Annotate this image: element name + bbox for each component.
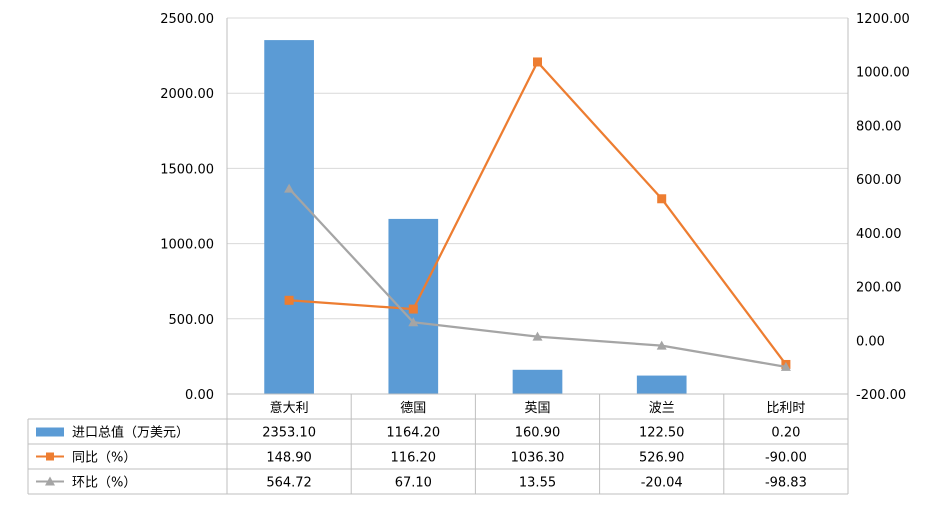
point-marker [533,57,542,67]
bar [264,40,314,395]
y-left-tick-label: 500.00 [169,313,215,328]
table-value: 1164.20 [386,426,440,441]
y-right-tick-label: 600.00 [856,173,902,188]
y-right-tick-label: 1000.00 [856,66,910,81]
x-category-label: 德国 [400,401,426,416]
table-value: 564.72 [266,476,312,491]
x-category-label: 比利时 [766,401,805,416]
table-value: 2353.10 [262,426,316,441]
legend-key-marker [46,452,54,461]
table-value: 116.20 [391,451,437,466]
table-value: 122.50 [639,426,685,441]
axes: 0.00 500.00 1000.00 1500.00 2000.00 2500.00 -2… [160,12,910,403]
legend-key-marker [45,476,55,486]
table-value: 160.90 [515,426,561,441]
x-category-label: 英国 [524,401,550,416]
y-right-tick-label: -200.00 [856,388,906,403]
table-value: 0.20 [771,426,800,441]
legend-label: 环比（%） [72,476,136,491]
y-right-tick-label: 200.00 [856,281,902,296]
x-category-label: 波兰 [649,401,675,416]
y-left-tick-label: 1500.00 [160,162,214,177]
legend-key-bar [36,427,64,437]
y-left-tick-label: 0.00 [185,388,214,403]
table-value: 1036.30 [511,451,565,466]
point-marker [656,340,667,350]
table-value: 526.90 [639,451,685,466]
y-left-tick-label: 2000.00 [160,87,214,102]
point-marker [780,361,791,371]
line-series [284,57,791,371]
table-value: 67.10 [395,476,432,491]
legend-label: 同比（%） [72,451,136,466]
bar [636,375,687,394]
point-marker [532,331,543,341]
y-left-tick-label: 1000.00 [160,238,214,253]
table-value: -98.83 [765,476,807,491]
table-value: -90.00 [765,451,807,466]
table-value: 148.90 [266,451,312,466]
bar [512,369,563,394]
table-value: -20.04 [641,476,683,491]
x-category-label: 意大利 [270,400,309,416]
y-left-tick-label: 2500.00 [160,12,214,27]
point-marker [408,317,419,327]
legend-label: 进口总值（万美元） [72,425,189,441]
y-right-tick-label: 400.00 [856,227,902,242]
table-value: 13.55 [519,476,556,491]
point-marker [657,194,667,204]
y-right-tick-label: 0.00 [856,334,885,349]
bar-series [264,40,811,395]
gridlines [227,17,848,320]
y-right-tick-label: 1200.00 [856,12,910,27]
y-right-tick-label: 800.00 [856,119,902,134]
point-marker [284,295,294,305]
point-marker [284,183,295,193]
point-marker [408,304,418,314]
